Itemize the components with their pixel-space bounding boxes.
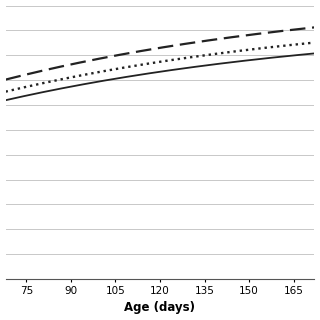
X-axis label: Age (days): Age (days) — [124, 301, 196, 315]
